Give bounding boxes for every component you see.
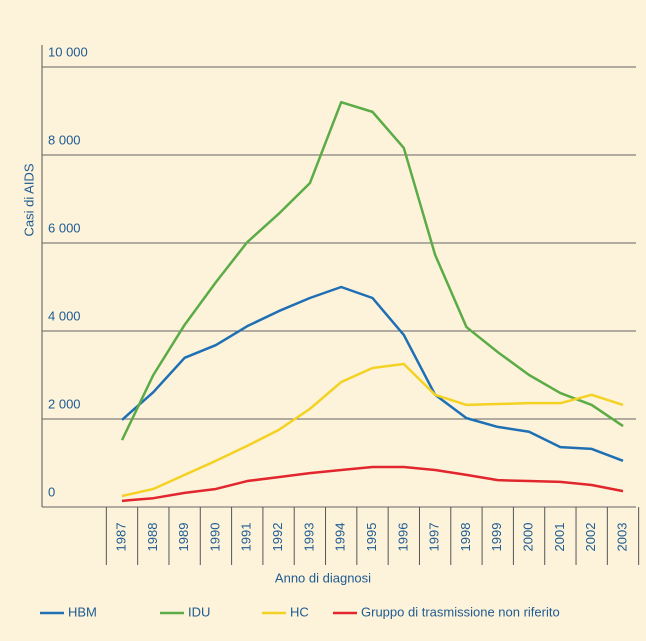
y-tick-label: 10 000 — [48, 44, 88, 59]
x-tick-label: 1991 — [239, 523, 254, 552]
x-tick-label: 1997 — [427, 523, 442, 552]
legend-label: IDU — [188, 604, 210, 619]
legend-label: Gruppo di trasmissione non riferito — [361, 604, 560, 619]
x-tick-label: 1993 — [301, 523, 316, 552]
x-tick-label: 2001 — [552, 523, 567, 552]
legend-label: HBM — [68, 604, 97, 619]
x-tick-label: 1987 — [113, 523, 128, 552]
x-tick-label: 1988 — [145, 523, 160, 552]
x-tick-label: 1998 — [458, 523, 473, 552]
line-series — [120, 100, 624, 441]
x-tick-label: 2000 — [521, 523, 536, 552]
x-tick-label: 1992 — [270, 523, 285, 552]
y-tick-label: 0 — [48, 484, 55, 499]
x-tick-label: 1989 — [176, 523, 191, 552]
legend-label: HC — [290, 604, 309, 619]
x-tick-label: 2002 — [583, 523, 598, 552]
line-series — [121, 285, 624, 462]
y-tick-label: 4 000 — [48, 308, 81, 323]
y-tick-label: 6 000 — [48, 220, 81, 235]
x-axis-label: Anno di diagnosi — [275, 570, 371, 585]
x-tick-label: 1994 — [333, 523, 348, 552]
y-tick-label: 8 000 — [48, 132, 81, 147]
line-series — [121, 465, 624, 503]
x-tick-label: 1999 — [489, 523, 504, 552]
line-series — [121, 362, 624, 498]
x-tick-label: 2003 — [614, 523, 629, 552]
x-tick-label: 1990 — [207, 523, 222, 552]
y-tick-label: 2 000 — [48, 396, 81, 411]
x-tick-label: 1995 — [364, 523, 379, 552]
y-axis-label: Casi di AIDS — [21, 163, 36, 236]
x-tick-label: 1996 — [395, 523, 410, 552]
